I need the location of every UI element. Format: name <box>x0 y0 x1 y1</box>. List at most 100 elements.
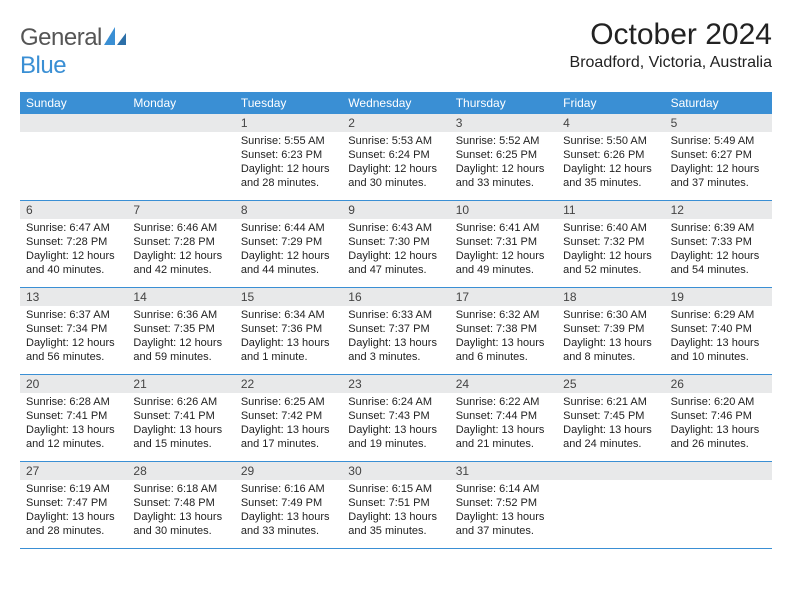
sunset-text: Sunset: 7:40 PM <box>671 322 766 336</box>
calendar-cell: 31Sunrise: 6:14 AMSunset: 7:52 PMDayligh… <box>450 462 557 548</box>
sunset-text: Sunset: 7:29 PM <box>241 235 336 249</box>
calendar-cell: 20Sunrise: 6:28 AMSunset: 7:41 PMDayligh… <box>20 375 127 461</box>
day-body: Sunrise: 6:41 AMSunset: 7:31 PMDaylight:… <box>450 219 557 281</box>
sunset-text: Sunset: 7:41 PM <box>133 409 228 423</box>
calendar-cell: 17Sunrise: 6:32 AMSunset: 7:38 PMDayligh… <box>450 288 557 374</box>
sunrise-text: Sunrise: 6:32 AM <box>456 308 551 322</box>
day-body: Sunrise: 6:15 AMSunset: 7:51 PMDaylight:… <box>342 480 449 542</box>
calendar-cell: 11Sunrise: 6:40 AMSunset: 7:32 PMDayligh… <box>557 201 664 287</box>
sunset-text: Sunset: 7:49 PM <box>241 496 336 510</box>
daylight-text: Daylight: 13 hours and 33 minutes. <box>241 510 336 538</box>
day-number: 2 <box>342 114 449 132</box>
daylight-text: Daylight: 12 hours and 37 minutes. <box>671 162 766 190</box>
day-number: 25 <box>557 375 664 393</box>
sunset-text: Sunset: 7:43 PM <box>348 409 443 423</box>
day-body: Sunrise: 5:53 AMSunset: 6:24 PMDaylight:… <box>342 132 449 194</box>
daylight-text: Daylight: 12 hours and 52 minutes. <box>563 249 658 277</box>
day-body: Sunrise: 5:50 AMSunset: 6:26 PMDaylight:… <box>557 132 664 194</box>
calendar-cell: 15Sunrise: 6:34 AMSunset: 7:36 PMDayligh… <box>235 288 342 374</box>
logo-text-general: General <box>20 24 102 51</box>
day-number: 13 <box>20 288 127 306</box>
day-number: 16 <box>342 288 449 306</box>
sunset-text: Sunset: 7:47 PM <box>26 496 121 510</box>
daylight-text: Daylight: 12 hours and 59 minutes. <box>133 336 228 364</box>
day-body: Sunrise: 6:36 AMSunset: 7:35 PMDaylight:… <box>127 306 234 368</box>
sunset-text: Sunset: 6:24 PM <box>348 148 443 162</box>
weekday-mon: Monday <box>127 92 234 114</box>
day-body: Sunrise: 5:55 AMSunset: 6:23 PMDaylight:… <box>235 132 342 194</box>
day-body: Sunrise: 6:33 AMSunset: 7:37 PMDaylight:… <box>342 306 449 368</box>
daylight-text: Daylight: 13 hours and 30 minutes. <box>133 510 228 538</box>
day-number: 28 <box>127 462 234 480</box>
day-body <box>20 132 127 192</box>
weekday-wed: Wednesday <box>342 92 449 114</box>
sunrise-text: Sunrise: 5:52 AM <box>456 134 551 148</box>
daylight-text: Daylight: 13 hours and 10 minutes. <box>671 336 766 364</box>
sunrise-text: Sunrise: 6:14 AM <box>456 482 551 496</box>
calendar-cell: 1Sunrise: 5:55 AMSunset: 6:23 PMDaylight… <box>235 114 342 200</box>
day-body: Sunrise: 6:24 AMSunset: 7:43 PMDaylight:… <box>342 393 449 455</box>
sunrise-text: Sunrise: 6:20 AM <box>671 395 766 409</box>
sunset-text: Sunset: 6:23 PM <box>241 148 336 162</box>
sunrise-text: Sunrise: 6:24 AM <box>348 395 443 409</box>
sail-icon <box>104 27 126 45</box>
sunrise-text: Sunrise: 6:37 AM <box>26 308 121 322</box>
calendar-cell: 6Sunrise: 6:47 AMSunset: 7:28 PMDaylight… <box>20 201 127 287</box>
sunset-text: Sunset: 7:45 PM <box>563 409 658 423</box>
day-body <box>557 480 664 540</box>
logo-text: GeneralBlue <box>20 24 126 80</box>
day-number: 23 <box>342 375 449 393</box>
day-number <box>557 462 664 480</box>
daylight-text: Daylight: 12 hours and 30 minutes. <box>348 162 443 190</box>
day-number <box>127 114 234 132</box>
calendar-cell-empty <box>557 462 664 548</box>
day-body: Sunrise: 6:46 AMSunset: 7:28 PMDaylight:… <box>127 219 234 281</box>
daylight-text: Daylight: 12 hours and 49 minutes. <box>456 249 551 277</box>
day-body: Sunrise: 6:14 AMSunset: 7:52 PMDaylight:… <box>450 480 557 542</box>
sunrise-text: Sunrise: 6:36 AM <box>133 308 228 322</box>
daylight-text: Daylight: 13 hours and 28 minutes. <box>26 510 121 538</box>
daylight-text: Daylight: 13 hours and 8 minutes. <box>563 336 658 364</box>
sunset-text: Sunset: 7:30 PM <box>348 235 443 249</box>
day-number: 17 <box>450 288 557 306</box>
calendar-week: 6Sunrise: 6:47 AMSunset: 7:28 PMDaylight… <box>20 201 772 288</box>
calendar-cell: 19Sunrise: 6:29 AMSunset: 7:40 PMDayligh… <box>665 288 772 374</box>
daylight-text: Daylight: 13 hours and 15 minutes. <box>133 423 228 451</box>
calendar-cell: 9Sunrise: 6:43 AMSunset: 7:30 PMDaylight… <box>342 201 449 287</box>
calendar-cell: 26Sunrise: 6:20 AMSunset: 7:46 PMDayligh… <box>665 375 772 461</box>
day-number: 22 <box>235 375 342 393</box>
daylight-text: Daylight: 12 hours and 54 minutes. <box>671 249 766 277</box>
calendar-cell: 3Sunrise: 5:52 AMSunset: 6:25 PMDaylight… <box>450 114 557 200</box>
day-body: Sunrise: 6:47 AMSunset: 7:28 PMDaylight:… <box>20 219 127 281</box>
sunset-text: Sunset: 7:39 PM <box>563 322 658 336</box>
sunrise-text: Sunrise: 5:50 AM <box>563 134 658 148</box>
calendar-cell: 14Sunrise: 6:36 AMSunset: 7:35 PMDayligh… <box>127 288 234 374</box>
sunset-text: Sunset: 7:37 PM <box>348 322 443 336</box>
sunrise-text: Sunrise: 6:34 AM <box>241 308 336 322</box>
title-block: October 2024 Broadford, Victoria, Austra… <box>570 18 772 72</box>
sunrise-text: Sunrise: 6:40 AM <box>563 221 658 235</box>
sunrise-text: Sunrise: 6:25 AM <box>241 395 336 409</box>
day-number: 5 <box>665 114 772 132</box>
sunset-text: Sunset: 7:28 PM <box>133 235 228 249</box>
day-body: Sunrise: 6:16 AMSunset: 7:49 PMDaylight:… <box>235 480 342 542</box>
sunset-text: Sunset: 7:41 PM <box>26 409 121 423</box>
day-number: 31 <box>450 462 557 480</box>
sunrise-text: Sunrise: 6:46 AM <box>133 221 228 235</box>
day-body <box>665 480 772 540</box>
sunset-text: Sunset: 7:33 PM <box>671 235 766 249</box>
sunrise-text: Sunrise: 6:22 AM <box>456 395 551 409</box>
sunset-text: Sunset: 7:42 PM <box>241 409 336 423</box>
day-number: 12 <box>665 201 772 219</box>
weekday-sat: Saturday <box>665 92 772 114</box>
calendar-cell: 5Sunrise: 5:49 AMSunset: 6:27 PMDaylight… <box>665 114 772 200</box>
sunset-text: Sunset: 7:32 PM <box>563 235 658 249</box>
logo-text-blue: Blue <box>20 52 66 79</box>
daylight-text: Daylight: 13 hours and 37 minutes. <box>456 510 551 538</box>
sunrise-text: Sunrise: 6:28 AM <box>26 395 121 409</box>
daylight-text: Daylight: 13 hours and 12 minutes. <box>26 423 121 451</box>
calendar-week: 20Sunrise: 6:28 AMSunset: 7:41 PMDayligh… <box>20 375 772 462</box>
day-body: Sunrise: 6:39 AMSunset: 7:33 PMDaylight:… <box>665 219 772 281</box>
sunrise-text: Sunrise: 6:29 AM <box>671 308 766 322</box>
day-body: Sunrise: 5:49 AMSunset: 6:27 PMDaylight:… <box>665 132 772 194</box>
